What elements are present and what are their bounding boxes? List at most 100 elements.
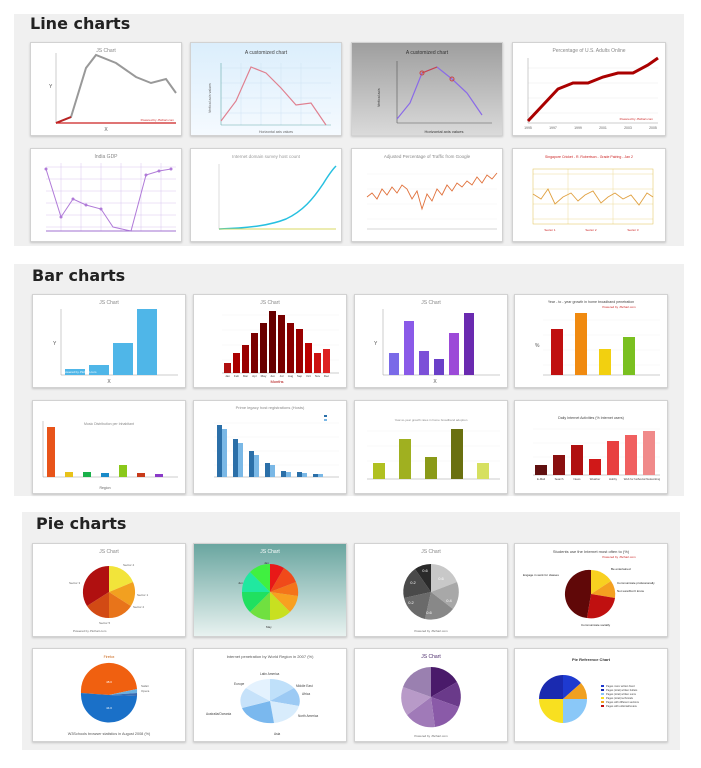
chart-subtitle: Powered by JSchart.com (602, 305, 636, 309)
line-chart-thumbnail[interactable]: A customized chart Horizontal axis value… (351, 42, 503, 136)
x-tick: 2005 (649, 126, 657, 130)
chart-title: Year-to-year growth rates in home broadb… (395, 418, 468, 422)
line-chart-thumbnail[interactable]: Internet domain survey host count (190, 148, 342, 242)
x-axis-label: X (107, 379, 111, 385)
chart-title: Adjusted Percentage of Traffic from Goog… (384, 154, 471, 159)
pie-chart-thumbnail[interactable]: Pie Reference Chart Pages more written f… (514, 648, 668, 742)
x-tick: Hobby (609, 477, 618, 481)
line-chart-thumbnail[interactable]: Singapore Cricket - R. Robertson - Grade… (512, 148, 666, 242)
chart-title: India GDP (94, 154, 118, 160)
slice-label: Sector 5 (99, 621, 111, 625)
chart-title: JS Chart (260, 300, 280, 306)
line-chart-thumbnail[interactable]: Percentage of U.S. Adults Online 1995 19… (512, 42, 666, 136)
chart-credit: Powered by JSchart.com (73, 629, 107, 633)
x-tick: Apr (252, 374, 257, 378)
bar-chart-thumbnail[interactable]: Year-to-year growth rates in home broadb… (354, 400, 508, 494)
chart-title: JS Chart (260, 549, 280, 555)
pie-chart-thumbnail[interactable]: JS Chart Sector 4 Sector 1 Sector 2 Sect… (32, 543, 186, 637)
legend-item: Pages (total) written sums (606, 692, 637, 696)
bar-chart-thumbnail[interactable]: Prime legacy host registrations (Hosts) (193, 400, 347, 494)
line-chart-5: India GDP (44, 154, 176, 232)
chart-title: Internet domain survey host count (232, 154, 301, 159)
slice-label: Latin America (260, 672, 280, 676)
x-tick: 1995 (524, 126, 532, 130)
line-chart-3: A customized chart Horizontal axis value… (377, 50, 492, 134)
slice-label: Jan (264, 561, 269, 565)
slice-label: Engage in work for classes (523, 573, 559, 577)
x-axis-label: Months (270, 379, 283, 384)
bar-chart-thumbnail[interactable]: JS Chart Jan Feb Mar Apr May Jun Jul Aug… (193, 294, 347, 388)
line-chart-thumbnail[interactable]: India GDP (30, 148, 182, 242)
line-chart-6: Internet domain survey host count (218, 154, 337, 230)
y-axis-label: Vertical axis values (208, 83, 212, 113)
line-chart-thumbnail[interactable]: JS Chart X Y Powered by JSchart.com (30, 42, 182, 136)
chart-credit: Powered by JSchart.com (63, 370, 97, 374)
legend-item: Pages with different sections (606, 700, 640, 704)
x-axis-label: X (433, 379, 437, 385)
y-axis-label: Y (49, 84, 53, 90)
x-tick: Dec (324, 374, 330, 378)
chart-title: Percentage of U.S. Adults Online (552, 48, 625, 54)
chart-title: Firefox (104, 655, 115, 659)
pie-chart-thumbnail[interactable]: JS Chart 0.6 0.4 0.6 0.2 0.2 0.6 Powered… (354, 543, 508, 637)
bar-chart-2: JS Chart Jan Feb Mar Apr May Jun Jul Aug… (222, 300, 339, 384)
y-axis-label: Y (374, 341, 378, 347)
slice-label: Middle East (296, 684, 313, 688)
slice-label: Sector 3 (69, 581, 81, 585)
pie-chart-thumbnail[interactable]: Firefox 48.0 44.0 Safari Opera W3Schools… (32, 648, 186, 742)
chart-title: JS Chart (96, 48, 116, 54)
bar-chart-thumbnail[interactable]: Year - to - year growth in home broadban… (514, 294, 668, 388)
pie-chart-thumbnail[interactable]: Internet penetration by World Region in … (193, 648, 347, 742)
bar-chart-thumbnail[interactable]: Daily Internet Activities (% Internet us… (514, 400, 668, 494)
line-chart-thumbnail[interactable]: Adjusted Percentage of Traffic from Goog… (351, 148, 503, 242)
slice-label: Sector 2 (133, 605, 145, 609)
chart-title: Singapore Cricket - R. Robertson - Grade… (545, 155, 633, 159)
x-tick: Nov (315, 374, 321, 378)
legend-item: Sector 1 (544, 228, 556, 232)
x-tick: Weather (590, 477, 601, 481)
x-tick: 2001 (599, 126, 607, 130)
pie-chart-3: JS Chart 0.6 0.4 0.6 0.2 0.2 0.6 Powered… (403, 549, 459, 633)
slice-label: Sector 4 (123, 563, 135, 567)
slice-value: 0.2 (408, 600, 414, 605)
legend-item: Pages (total) technicals (606, 696, 634, 700)
x-tick: News (574, 477, 582, 481)
line-chart-thumbnail[interactable]: A customized chart Horizontal axis value… (190, 42, 342, 136)
x-tick: Aug (288, 374, 294, 378)
bar-chart-4: Year - to - year growth in home broadban… (535, 300, 660, 376)
bar-charts-heading: Bar charts (32, 266, 126, 285)
x-tick: 1997 (549, 126, 557, 130)
chart-title: Daily Internet Activities (% Internet us… (558, 416, 624, 420)
pie-chart-2: JS Chart Jan May Jun (238, 549, 299, 629)
slice-label: Opera (141, 689, 150, 693)
chart-title: JS Chart (421, 654, 441, 660)
pie-chart-thumbnail[interactable]: JS Chart Powered by JSchart.com (354, 648, 508, 742)
line-chart-4: Percentage of U.S. Adults Online 1995 19… (524, 48, 659, 130)
slice-value: 48.0 (106, 680, 112, 684)
bar-chart-thumbnail[interactable]: JS Chart X Y Powered by JSchart.com (32, 294, 186, 388)
chart-title: JS Chart (421, 549, 441, 555)
y-axis-label: Vertical axis (377, 88, 381, 107)
x-tick: May (261, 374, 267, 378)
bar-chart-thumbnail[interactable]: JS Chart X Y (354, 294, 508, 388)
chart-title: A customized chart (245, 50, 288, 56)
bar-chart-1: JS Chart X Y Powered by JSchart.com (53, 300, 178, 385)
chart-subtitle: Powered by JSchart.com (602, 555, 636, 559)
chart-title: JS Chart (421, 300, 441, 306)
slice-label: Sector 1 (137, 593, 149, 597)
legend-item: Pages more written fixed (606, 684, 635, 688)
x-tick: 2003 (624, 126, 632, 130)
line-charts-heading: Line charts (30, 14, 131, 33)
chart-title: A customized chart (406, 50, 449, 56)
bar-chart-thumbnail[interactable]: Music Distribution per Inhabitant Region (32, 400, 186, 494)
chart-title: JS Chart (99, 549, 119, 555)
bar-chart-6: Prime legacy host registrations (Hosts) (214, 405, 339, 478)
pie-chart-thumbnail[interactable]: JS Chart Jan May Jun (193, 543, 347, 637)
pie-chart-thumbnail[interactable]: Students use the Internet most often to … (514, 543, 668, 637)
slice-label: Not sure/Don't know (617, 589, 645, 593)
pie-chart-1: JS Chart Sector 4 Sector 1 Sector 2 Sect… (69, 549, 149, 633)
x-tick: E-Mail (537, 477, 545, 481)
bar-chart-8: Daily Internet Activities (% Internet us… (533, 416, 661, 481)
slice-label: Africa (302, 692, 310, 696)
chart-credit: Powered by JSchart.com (620, 117, 654, 121)
